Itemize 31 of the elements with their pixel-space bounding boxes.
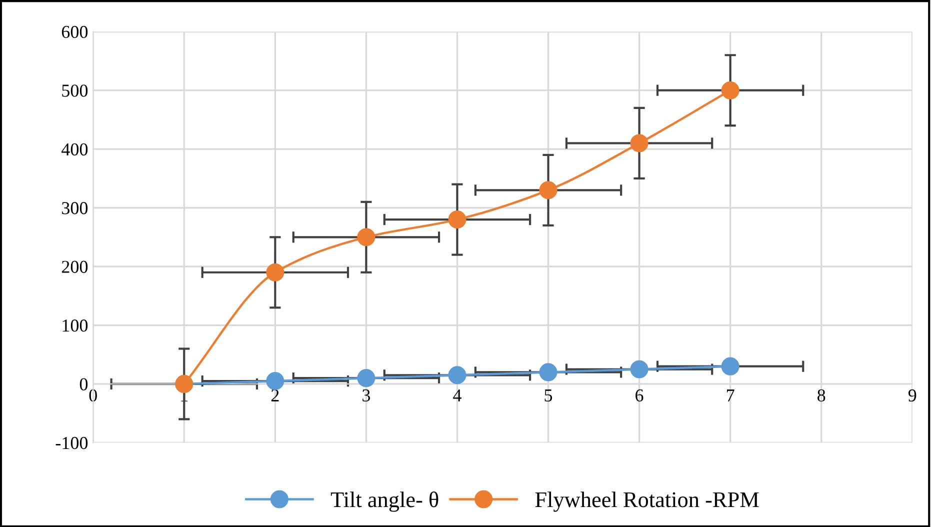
point xyxy=(357,369,376,388)
point xyxy=(630,360,648,378)
point xyxy=(630,134,648,152)
x-tick-label: 2 xyxy=(271,389,279,402)
x-tick-label: 7 xyxy=(726,390,734,402)
legend-label: Flywheel Rotation -RPM xyxy=(535,492,759,512)
x-tick-label: 4 xyxy=(453,389,462,402)
y-tick-label: 0 xyxy=(80,378,88,390)
y-tick-label: 600 xyxy=(62,26,88,38)
x-tick-label: 6 xyxy=(636,389,644,402)
point xyxy=(539,181,558,200)
legend-label: Tilt angle- θ xyxy=(330,491,438,512)
y-tick-label: -100 xyxy=(56,436,88,450)
y-tick-label: 100 xyxy=(62,319,88,332)
point xyxy=(721,357,740,376)
point xyxy=(539,363,558,382)
y-tick-label: 500 xyxy=(62,84,88,97)
point xyxy=(357,228,376,246)
y-tick-label: 200 xyxy=(62,260,88,273)
point xyxy=(266,372,284,390)
x-tick-label: 9 xyxy=(908,389,916,402)
y-tick-label: 300 xyxy=(62,202,88,214)
x-tick-label: 5 xyxy=(544,390,552,402)
point xyxy=(448,210,466,229)
x-tick-label: 8 xyxy=(818,389,826,402)
point xyxy=(721,81,740,100)
point xyxy=(266,263,284,282)
point xyxy=(448,366,466,384)
x-tick-label: 0 xyxy=(89,389,97,402)
x-tick-label: 3 xyxy=(362,389,370,402)
y-tick-label: 400 xyxy=(62,143,88,156)
